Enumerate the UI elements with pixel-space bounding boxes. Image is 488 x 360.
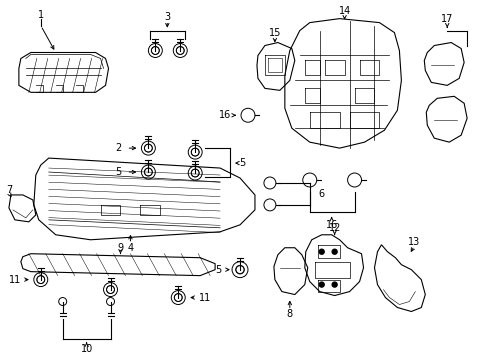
Text: 5: 5	[239, 158, 244, 168]
Text: 8: 8	[286, 310, 292, 319]
Text: 4: 4	[127, 243, 133, 253]
Text: 16: 16	[325, 220, 337, 230]
Text: 7: 7	[6, 185, 12, 195]
Text: 15: 15	[268, 28, 281, 37]
Text: 10: 10	[81, 345, 93, 354]
Text: 2: 2	[115, 143, 122, 153]
Text: 12: 12	[328, 223, 340, 233]
Text: 6: 6	[318, 189, 324, 199]
Text: 17: 17	[440, 14, 452, 24]
Text: 5: 5	[215, 265, 221, 275]
Text: 14: 14	[338, 6, 350, 15]
Text: 13: 13	[407, 237, 420, 247]
Text: 5: 5	[115, 167, 122, 177]
Text: 9: 9	[117, 243, 123, 253]
Circle shape	[331, 249, 336, 254]
Circle shape	[319, 282, 324, 287]
Text: 11: 11	[199, 293, 211, 302]
Text: 1: 1	[38, 10, 44, 20]
Text: 3: 3	[164, 12, 170, 22]
Text: 11: 11	[9, 275, 21, 285]
Text: 16: 16	[219, 110, 231, 120]
Circle shape	[331, 282, 336, 287]
Circle shape	[319, 249, 324, 254]
